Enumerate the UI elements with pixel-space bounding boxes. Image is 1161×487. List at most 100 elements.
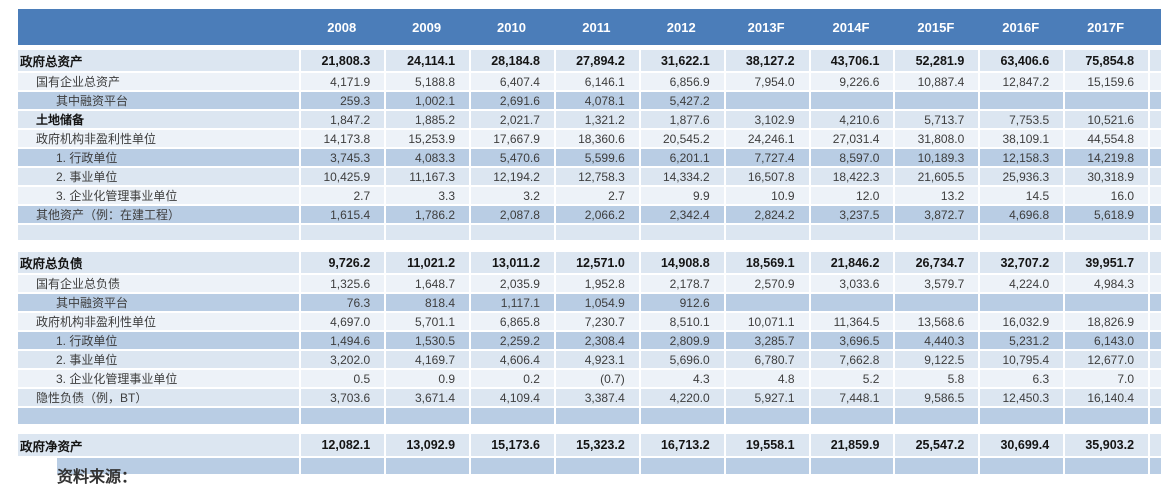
year-column-header: 2010 [469,9,554,45]
value-cell: 13,092.9 [384,434,470,458]
value-cell: 3.2 [469,187,554,206]
value-cell: 11,364.5 [808,313,894,332]
value-cell: 0.2 [469,370,554,389]
value-cell: 5,618.9 [1063,206,1149,225]
value-cell [299,225,385,242]
value-cell: 3,102.9 [723,111,809,130]
row-label: 3. 企业化管理事业单位 [18,370,300,389]
value-cell: 0.5 [299,370,385,389]
value-cell: 9,122.5 [893,351,979,370]
value-cell [893,92,979,111]
value-cell: 6,865.8 [469,313,554,332]
value-cell [384,458,470,476]
value-cell: 912.6 [638,294,724,313]
clipped-edge-cell [1148,50,1161,73]
value-cell: 3,703.6 [299,389,385,408]
value-cell: 12,677.0 [1063,351,1149,370]
table-row: 政府机构非盈利性单位 14,173.8 15,253.9 17,667.9 18,360… [18,130,1161,149]
table-row: 2. 事业单位 3,202.0 4,169.7 4,606.4 4,923.1 5,696… [18,351,1161,370]
year-column-header: 2009 [384,9,470,45]
value-cell: 1,885.2 [384,111,470,130]
value-cell: 818.4 [384,294,470,313]
value-cell: 14,334.2 [638,168,724,187]
value-cell [299,408,385,426]
value-cell: 1,648.7 [384,275,470,294]
value-cell: 5,696.0 [638,351,724,370]
value-cell: 27,894.2 [553,50,639,73]
value-cell: 2,809.9 [638,332,724,351]
row-label: 1. 行政单位 [18,332,300,351]
source-note: 资料来源： [57,469,138,486]
year-column-header: 2014F [808,9,894,45]
clipped-edge-cell [1148,130,1161,149]
table-row: 1. 行政单位 1,494.6 1,530.5 2,259.2 2,308.4 2,809… [18,332,1161,351]
value-cell: 14,173.8 [299,130,385,149]
value-cell: 28,184.8 [469,50,554,73]
row-label: 土地储备 [18,111,300,130]
value-cell: 38,127.2 [723,50,809,73]
value-cell: 7,448.1 [808,389,894,408]
clipped-edge-cell [1148,275,1161,294]
value-cell: 10,887.4 [893,73,979,92]
row-label-header [18,9,300,45]
value-cell: 6,201.1 [638,149,724,168]
value-cell: 38,109.1 [978,130,1064,149]
year-column-header: 2008 [299,9,385,45]
year-column-header: 2013F [723,9,809,45]
year-column-header: 2015F [893,9,979,45]
row-label [18,408,300,426]
value-cell: 15,323.2 [553,434,639,458]
section-gap [18,242,1161,252]
value-cell: 7,662.8 [808,351,894,370]
row-label: 国有企业总负债 [18,275,300,294]
value-cell: 10,521.6 [1063,111,1149,130]
value-cell: 3,671.4 [384,389,470,408]
section-gap [18,426,1161,434]
value-cell [808,294,894,313]
value-cell [808,225,894,242]
value-cell: 3,745.3 [299,149,385,168]
value-cell: 2,824.2 [723,206,809,225]
value-cell: 21,859.9 [808,434,894,458]
value-cell [723,458,809,476]
value-cell: 3,579.7 [893,275,979,294]
value-cell [1063,458,1149,476]
value-cell: 15,253.9 [384,130,470,149]
clipped-edge-cell [1148,111,1161,130]
value-cell: 2,066.2 [553,206,639,225]
value-cell: 2,035.9 [469,275,554,294]
value-cell: 10,071.1 [723,313,809,332]
value-cell: 16,713.2 [638,434,724,458]
year-header-row: 2008 2009 2010 2011 2012 2013F 2014F 2015F 2016F… [18,9,1161,45]
value-cell: 27,031.4 [808,130,894,149]
value-cell [978,225,1064,242]
value-cell: 4,169.7 [384,351,470,370]
value-cell: 1,002.1 [384,92,470,111]
value-cell: 19,558.1 [723,434,809,458]
value-cell: 5,713.7 [893,111,979,130]
table-row: 政府总负债 9,726.2 11,021.2 13,011.2 12,571.0 14,9… [18,252,1161,275]
value-cell: 4,210.6 [808,111,894,130]
clipped-edge-cell [1148,252,1161,275]
value-cell: 6,407.4 [469,73,554,92]
value-cell: 4,224.0 [978,275,1064,294]
table-row: 其中融资平台 76.3 818.4 1,117.1 1,054.9 912.6 [18,294,1161,313]
table-row: 3. 企业化管理事业单位 0.5 0.9 0.2 (0.7) 4.3 4.8 5.2 5.8 6.… [18,370,1161,389]
value-cell: 5,427.2 [638,92,724,111]
value-cell: 9.9 [638,187,724,206]
value-cell: 259.3 [299,92,385,111]
value-cell: 17,667.9 [469,130,554,149]
table-row: 其中融资平台 259.3 1,002.1 2,691.6 4,078.1 5,427.2 [18,92,1161,111]
value-cell: 10,189.3 [893,149,979,168]
value-cell [808,408,894,426]
value-cell [893,294,979,313]
value-cell: 18,569.1 [723,252,809,275]
value-cell: 3,202.0 [299,351,385,370]
value-cell: 1,847.2 [299,111,385,130]
clipped-edge-cell [1148,389,1161,408]
value-cell: 1,952.8 [553,275,639,294]
value-cell: 15,159.6 [1063,73,1149,92]
clipped-edge-cell [1148,351,1161,370]
table-row: 政府净资产 12,082.1 13,092.9 15,173.6 15,323.2 16,… [18,434,1161,458]
row-label: 3. 企业化管理事业单位 [18,187,300,206]
